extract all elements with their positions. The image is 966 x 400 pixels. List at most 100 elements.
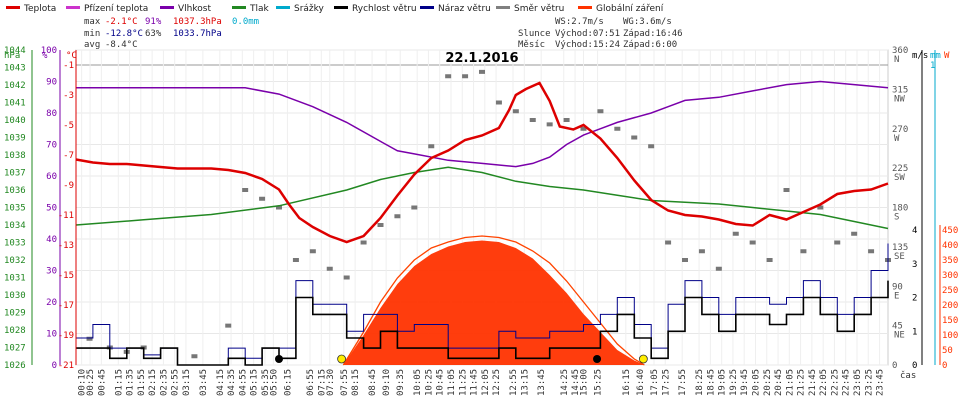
x-tick-label: 18:45 (706, 369, 716, 396)
x-tick-label: 05:35 (261, 369, 271, 396)
legend-label-0: Teplota (23, 4, 56, 14)
x-tick-label: 21:25 (797, 369, 807, 396)
x-tick-label: 20:45 (774, 369, 784, 396)
legend-label-5: Rychlost větru (352, 4, 417, 14)
wind-direction-point (512, 109, 519, 114)
moon-marker (593, 355, 602, 363)
x-tick-label: 06:15 (283, 369, 293, 396)
hpa-tick: 1028 (4, 326, 26, 336)
info-moon-set: Západ:6:00 (623, 40, 677, 50)
wind-direction-point (326, 266, 333, 271)
dir-tick: 90 (892, 282, 903, 292)
x-tick-label: 14:45 (571, 369, 581, 396)
x-tick-label: 11:25 (458, 369, 468, 396)
x-tick-label: 03:15 (182, 369, 192, 396)
wind-direction-point (479, 69, 485, 74)
x-tick-label: 23:45 (876, 369, 886, 396)
stat-avg-temp: -8.4°C (105, 40, 138, 50)
wind-tick: 2 (912, 294, 917, 304)
temp-tick: -15 (58, 271, 74, 281)
hpa-tick: 1027 (4, 344, 26, 354)
info-moon-label: Měsíc (518, 40, 545, 50)
x-tick-label: 15:25 (594, 369, 604, 396)
wind-tick: 3 (912, 260, 917, 270)
info-ws: WS:2.7m/s (555, 17, 604, 27)
x-tick-label: 12:55 (509, 369, 519, 396)
stat-min-hum: 63% (145, 29, 162, 39)
x-tick-label: 19:05 (718, 369, 728, 396)
hpa-tick: 1042 (4, 81, 26, 91)
dir-tick: 360 (892, 46, 908, 56)
sun-moon-info: WS:2.7m/s WG:3.6m/s Slunce Východ:07:51 … (518, 17, 683, 50)
rad-tick: 250 (942, 286, 958, 296)
wind-direction-point (242, 188, 249, 192)
rad-tick: 100 (942, 331, 958, 341)
series-layer (75, 69, 891, 366)
info-sun-set: Západ:16:46 (623, 29, 683, 39)
hpa-tick: 1040 (4, 116, 26, 126)
legend-label-3: Tlak (249, 4, 270, 14)
radiation-layer (342, 235, 645, 366)
x-tick-label: 14:25 (560, 369, 570, 396)
wind-direction-point (276, 205, 282, 210)
rad-tick: 300 (942, 271, 958, 281)
temperature-line (75, 81, 889, 244)
x-tick-label: 16:40 (636, 369, 646, 396)
radiation-area (343, 240, 645, 365)
rad-tick: 400 (942, 241, 958, 251)
dir-tick: 315 (892, 85, 908, 95)
stat-min-press: 1033.7hPa (173, 29, 222, 39)
x-tick-label: 20:25 (763, 369, 773, 396)
wind-axis-unit: m/s (912, 51, 928, 61)
x-tick-label: 04:35 (227, 369, 237, 396)
dir-tick: 45 (892, 322, 903, 332)
stat-min-label: min (84, 29, 100, 39)
rad-axis-unit: W (944, 51, 950, 61)
hpa-tick: 1035 (4, 204, 26, 214)
legend-swatch-2 (160, 6, 174, 9)
wind-direction-point (292, 258, 299, 262)
hpa-tick: 1036 (4, 186, 26, 196)
legend-swatch-7 (496, 6, 510, 9)
hpa-tick: 1043 (4, 64, 26, 74)
hpa-tick: 1039 (4, 134, 26, 144)
wind-direction-point (834, 240, 841, 245)
temp-tick: -7 (63, 151, 74, 161)
wind-tick: 1 (912, 327, 917, 337)
wind-direction-point (648, 144, 655, 149)
wind-direction-point (732, 231, 739, 236)
legend-label-2: Vlhkost (178, 4, 211, 14)
pct-tick: 90 (46, 78, 57, 88)
stat-avg-label: avg (84, 40, 100, 50)
stat-min-temp: -12.8°C (105, 29, 143, 39)
dir-compass: NE (894, 331, 905, 341)
x-tick-label: 21:05 (785, 369, 795, 396)
legend-swatch-0 (6, 6, 20, 9)
x-tick-label: 03:45 (199, 369, 209, 396)
stat-max-label: max (84, 17, 101, 27)
stat-max-rain: 0.0mm (232, 17, 259, 27)
x-tick-label: 17:25 (661, 369, 671, 396)
x-tick-label: 01:35 (126, 369, 136, 396)
pct-tick: 100 (41, 46, 57, 56)
pct-tick: 0 (52, 361, 57, 371)
hpa-tick: 1030 (4, 291, 26, 301)
x-tick-label: 07:55 (340, 369, 350, 396)
rad-tick: 150 (942, 316, 958, 326)
temp-axis-unit: °C (66, 51, 77, 61)
x-tick-label: 02:15 (148, 369, 158, 396)
grid (76, 49, 888, 366)
x-tick-label: 06:55 (306, 369, 316, 396)
x-tick-label: 11:45 (470, 369, 480, 396)
legend-swatch-8 (578, 6, 592, 9)
x-tick-label: 13:15 (520, 369, 530, 396)
wind-direction-point (377, 223, 384, 227)
chart-title: 22.1.2016 (445, 51, 518, 66)
hpa-tick: 1037 (4, 169, 26, 179)
wind-direction-point (580, 126, 587, 131)
legend-swatch-3 (232, 6, 246, 9)
x-tick-label: 08:15 (351, 369, 361, 396)
x-tick-label: 20:05 (751, 369, 761, 396)
wind-direction-point (749, 240, 756, 245)
sun-marker (638, 354, 648, 364)
